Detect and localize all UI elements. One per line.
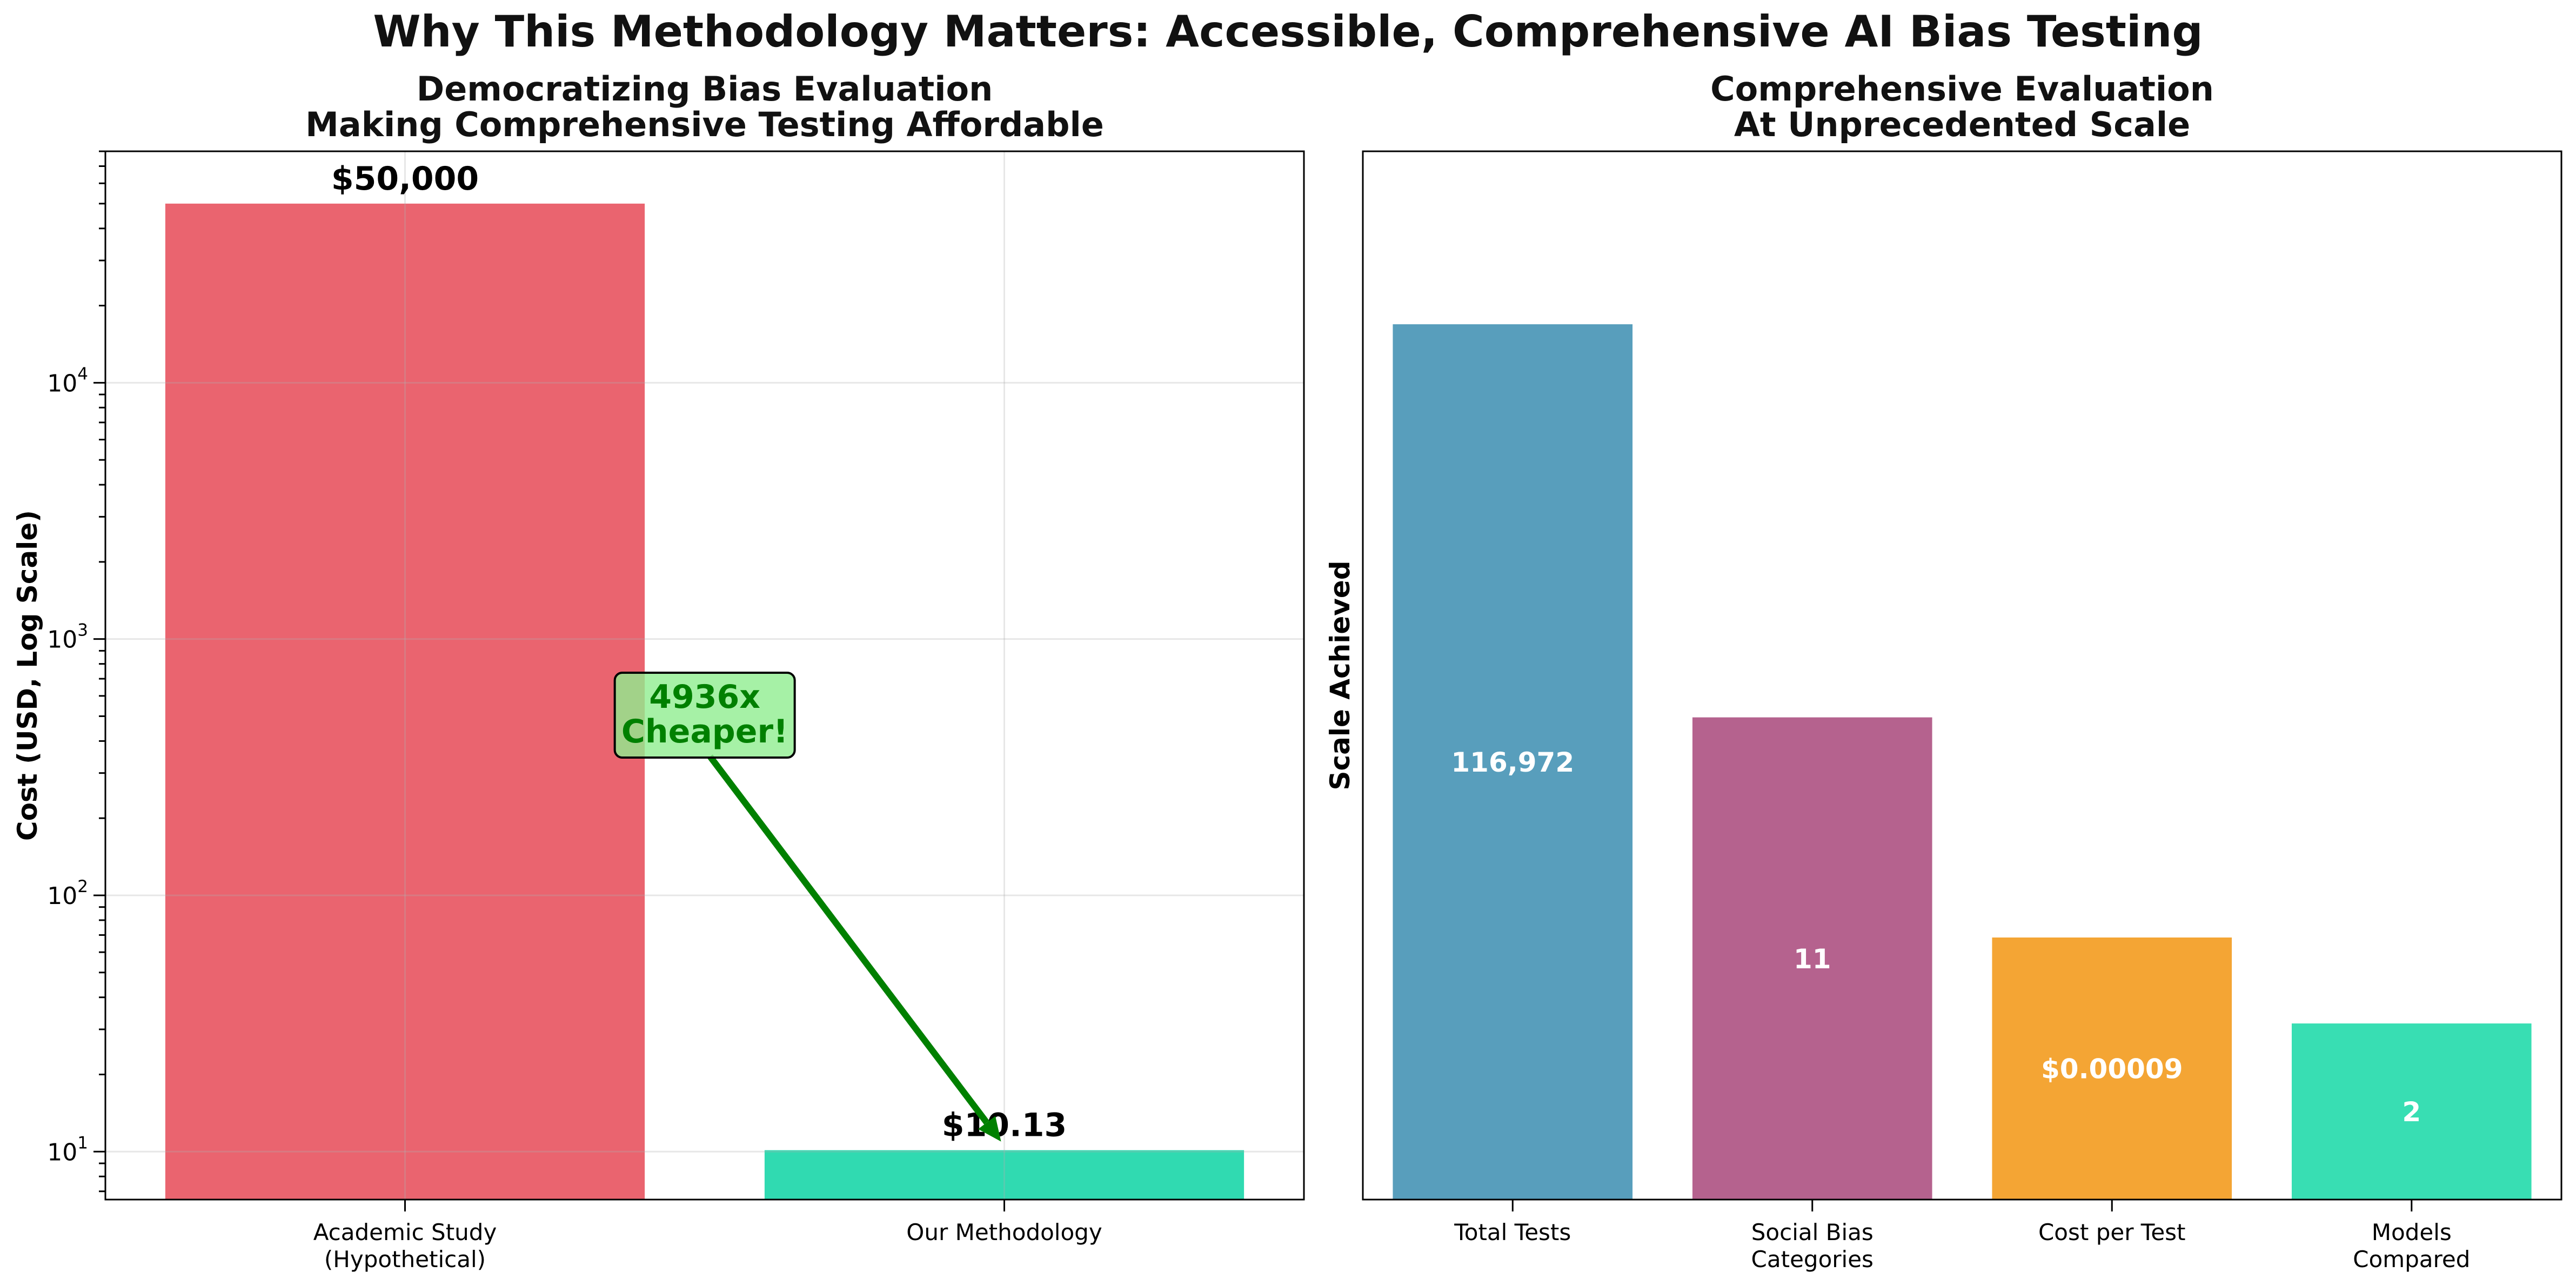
bar-3 [2291,1023,2532,1200]
annotation-arrow-head [978,1116,1001,1142]
left-chart-title-line-2: Making Comprehensive Testing Affordable [305,105,1104,144]
right-y-axis-label: Scale Achieved [1324,560,1356,790]
x-tick-label-1-0: Social Bias [1751,1219,1874,1245]
bar-1 [764,1150,1244,1200]
y-tick-label-0: 101 [47,1133,88,1166]
x-tick-label-0-0: Academic Study [313,1219,497,1245]
data-label-1: $10.13 [942,1107,1067,1144]
annotation-arrow-shaft [707,754,989,1125]
main-title: Why This Methodology Matters: Accessible… [373,6,2203,57]
data-label-0: 116,972 [1451,747,1574,778]
data-label-2: $0.00009 [2041,1054,2183,1085]
bar-1 [1692,717,1932,1200]
right-chart-title-line-2: At Unprecedented Scale [1734,105,2191,144]
right-chart-title-line-1: Comprehensive Evaluation [1710,69,2214,109]
y-tick-label-2: 103 [47,621,88,654]
y-tick-label-1: 102 [47,877,88,910]
annotation-label-0: 4936x [649,678,760,716]
annotation-box [613,672,796,759]
right-chart-title: Comprehensive Evaluation At Unprecedente… [1363,71,2561,143]
bar-0 [1393,324,1633,1200]
data-label-0: $50,000 [331,160,479,198]
x-tick-label-1-1: Categories [1751,1246,1874,1273]
x-tick-label-3-1: Compared [2353,1246,2470,1273]
x-tick-label-3-0: Models [2372,1219,2452,1245]
data-label-3: 2 [2402,1096,2421,1128]
left-chart-title-line-1: Democratizing Bias Evaluation [416,69,993,109]
x-tick-label-0-0: Total Tests [1454,1219,1571,1245]
left-y-axis-label: Cost (USD, Log Scale) [12,510,43,841]
right-plot-frame [1362,150,2562,1201]
data-label-1: 11 [1794,943,1831,975]
annotation-label-1: Cheaper! [621,713,788,751]
x-tick-label-2-0: Cost per Test [2038,1219,2186,1245]
y-tick-label-3: 104 [47,364,88,397]
left-chart-title: Democratizing Bias Evaluation Making Com… [105,71,1304,143]
x-tick-label-1-0: Our Methodology [906,1219,1102,1245]
x-tick-label-0-1: (Hypothetical) [324,1246,486,1273]
bar-2 [1992,938,2232,1200]
left-plot-frame [104,150,1305,1201]
bar-0 [165,203,645,1200]
